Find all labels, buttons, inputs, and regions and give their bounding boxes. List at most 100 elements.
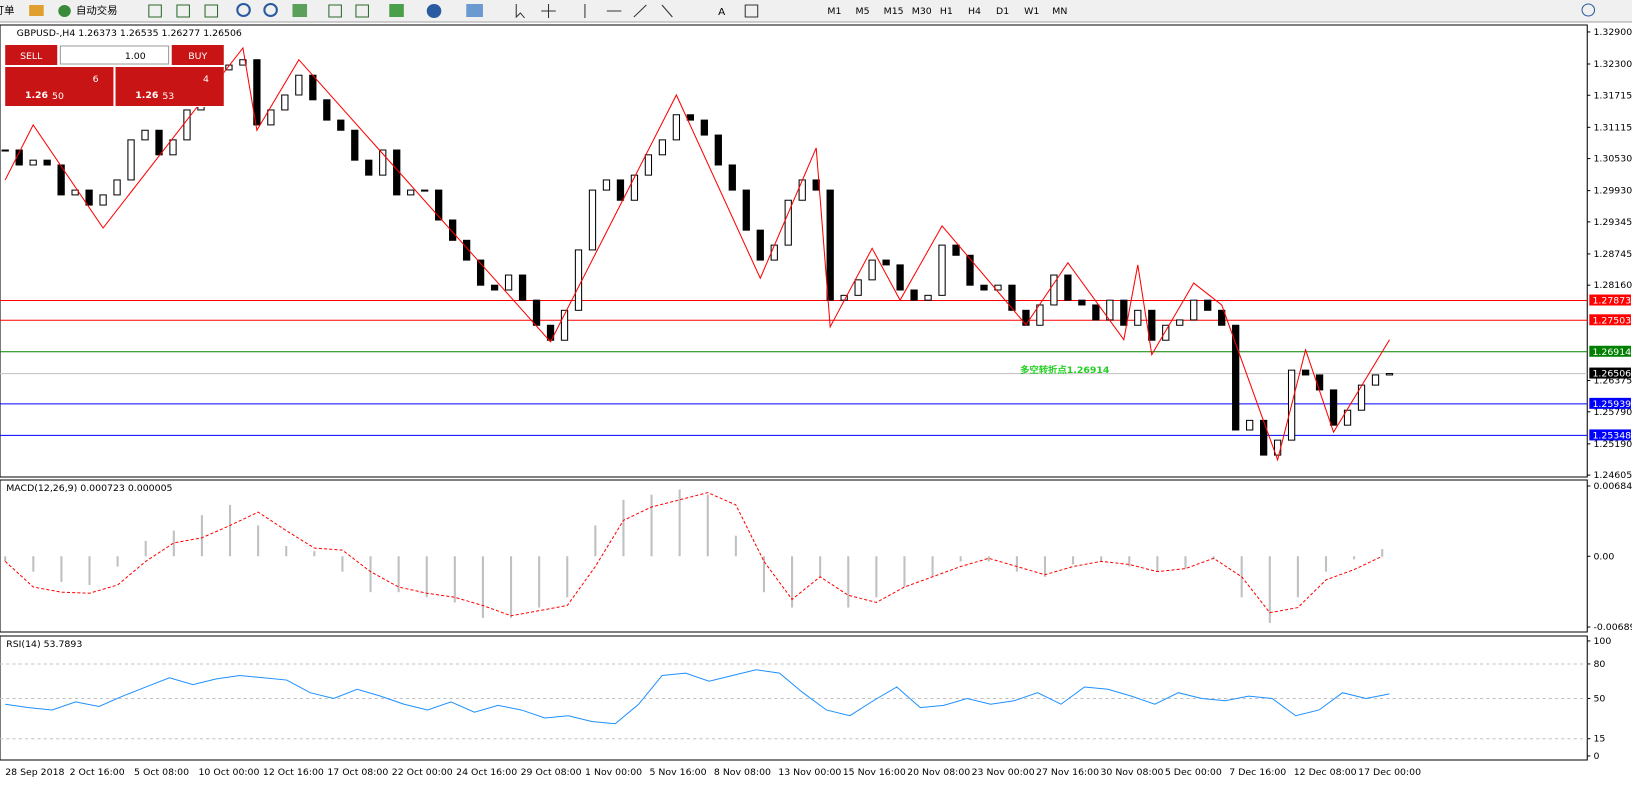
- line-tools[interactable]: [584, 4, 673, 18]
- icon[interactable]: [204, 4, 219, 18]
- candle: [1134, 309, 1142, 326]
- buy-button[interactable]: [171, 45, 224, 65]
- level-label-bg: [1589, 294, 1631, 306]
- level-label-bg: [1589, 345, 1631, 357]
- y-tick-label: 1.30530: [1593, 154, 1632, 165]
- icon[interactable]: [176, 4, 190, 18]
- toolbar-items: 订单 自动交易 A: [0, 3, 1596, 19]
- y-tick-label: 1.32300: [1593, 59, 1632, 70]
- icon[interactable]: [355, 4, 369, 18]
- auto-trading-button[interactable]: 自动交易: [76, 4, 118, 17]
- y-tick-label: 1.28745: [1593, 249, 1632, 260]
- sell-price-box[interactable]: [5, 67, 114, 106]
- timeframe-button[interactable]: M5: [856, 6, 870, 17]
- candle: [169, 139, 177, 156]
- candle: [1329, 389, 1338, 426]
- y-tick-label: 0.00: [1593, 551, 1614, 562]
- candle: [1190, 299, 1198, 321]
- candle: [295, 74, 303, 96]
- candle: [602, 179, 611, 191]
- x-tick-label: 7 Dec 16:00: [1229, 767, 1286, 778]
- x-tick-label: 12 Oct 16:00: [263, 767, 324, 778]
- new-order-button[interactable]: 订单: [0, 5, 15, 17]
- candle: [714, 134, 722, 166]
- icon[interactable]: [148, 4, 162, 18]
- level-label-bg: [1589, 314, 1631, 326]
- timeframe-button[interactable]: M30: [912, 6, 932, 17]
- y-tick-label: 100: [1593, 636, 1611, 647]
- candle: [532, 299, 541, 326]
- candle: [952, 244, 960, 256]
- x-tick-label: 5 Dec 00:00: [1165, 767, 1222, 778]
- y-tick-label: -0.006894: [1593, 622, 1632, 633]
- candle: [1315, 374, 1324, 391]
- search[interactable]: [1581, 3, 1596, 17]
- y-tick-label: 1.31715: [1593, 90, 1632, 101]
- sell-price-big: 1.26: [25, 90, 48, 101]
- x-tick-label: 29 Oct 08:00: [521, 767, 582, 778]
- zoom-in[interactable]: [236, 3, 251, 17]
- candle: [1343, 409, 1352, 426]
- y-tick-label: 1.29930: [1593, 186, 1632, 197]
- cursor-tool[interactable]: [515, 4, 525, 19]
- candle: [672, 114, 681, 141]
- timeframe-button[interactable]: W1: [1024, 6, 1039, 17]
- y-tick-label: 1.25190: [1593, 439, 1632, 450]
- buy-price-pips: 53: [162, 91, 174, 102]
- timeframe-button[interactable]: M1: [827, 6, 841, 17]
- annotation: 多空转折点1.26914: [1020, 364, 1109, 376]
- candle: [225, 64, 233, 71]
- level-label: 1.25939: [1592, 399, 1631, 410]
- candle: [99, 194, 107, 206]
- sell-button[interactable]: [5, 45, 58, 65]
- candle: [868, 259, 876, 281]
- crosshair-tool[interactable]: [541, 4, 556, 18]
- x-tick-label: 13 Nov 00:00: [778, 767, 841, 778]
- buy-price-box[interactable]: [115, 67, 224, 106]
- y-tick-label: 15: [1593, 734, 1605, 745]
- rsi-line: [5, 669, 1390, 725]
- main-panel: [0, 24, 1588, 478]
- icon[interactable]: [426, 4, 442, 18]
- x-tick-label: 5 Oct 08:00: [134, 767, 189, 778]
- candle: [323, 99, 331, 121]
- candle: [826, 189, 834, 301]
- icon[interactable]: [466, 4, 483, 17]
- y-tick-label: 1.24605: [1593, 470, 1632, 481]
- candle: [29, 159, 37, 166]
- candle: [546, 324, 555, 341]
- candle: [518, 274, 527, 301]
- candle: [644, 154, 653, 176]
- candle: [616, 179, 625, 201]
- candle: [435, 189, 443, 221]
- icon[interactable]: [389, 4, 404, 17]
- candle: [910, 289, 918, 301]
- timeframe-button[interactable]: H4: [968, 6, 981, 17]
- auto-trading-icon[interactable]: [58, 5, 71, 17]
- timeframe-button[interactable]: D1: [996, 6, 1009, 17]
- timeframe-button[interactable]: M15: [884, 6, 904, 17]
- icon[interactable]: [328, 4, 342, 18]
- timeframe-button[interactable]: MN: [1052, 6, 1067, 17]
- candle: [490, 284, 499, 291]
- candle: [267, 109, 275, 126]
- level-label: 1.26914: [1592, 347, 1631, 358]
- icon[interactable]: [292, 4, 308, 17]
- label-tool[interactable]: [744, 4, 759, 18]
- buy-price-point: 4: [203, 74, 209, 85]
- candle: [462, 239, 471, 261]
- icon[interactable]: [29, 5, 44, 16]
- candle: [1022, 309, 1030, 326]
- candle: [700, 119, 708, 136]
- zoom-out[interactable]: [263, 3, 278, 17]
- x-tick-label: 1 Nov 00:00: [585, 767, 642, 778]
- timeframe-button[interactable]: H1: [940, 6, 953, 17]
- lot-input[interactable]: [59, 45, 170, 65]
- candle: [854, 279, 862, 296]
- candle: [1385, 373, 1394, 376]
- candle: [1050, 274, 1058, 306]
- text-tool[interactable]: A: [718, 7, 725, 18]
- candle: [882, 259, 890, 266]
- level-label-bg: [1589, 429, 1631, 441]
